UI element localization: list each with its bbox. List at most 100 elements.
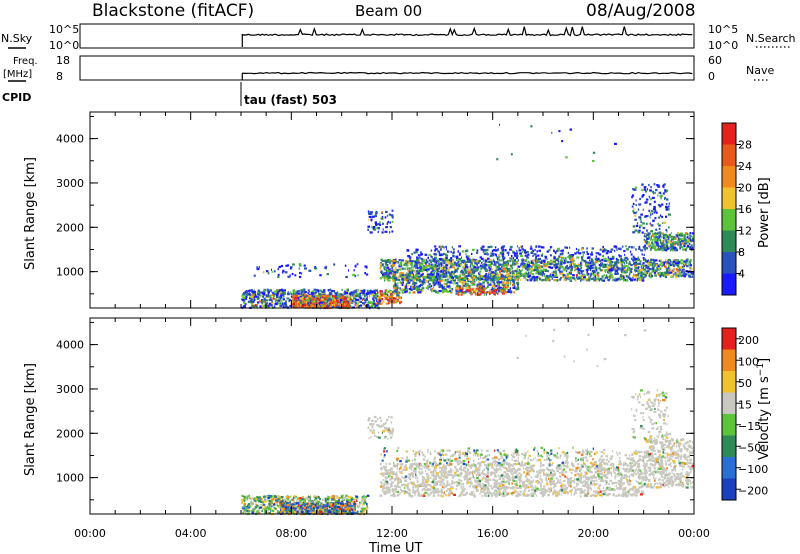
scatter-cell xyxy=(573,263,576,266)
scatter-cell xyxy=(441,279,443,282)
scatter-cell xyxy=(251,304,254,307)
scatter-cell xyxy=(381,292,383,295)
scatter-cell xyxy=(502,248,505,251)
scatter-cell xyxy=(388,299,391,302)
scatter-cell xyxy=(372,300,375,303)
scatter-cell xyxy=(680,240,682,243)
scatter-cell xyxy=(387,299,390,302)
scatter-cell xyxy=(412,282,415,285)
scatter-cell xyxy=(443,283,445,286)
scatter-cell xyxy=(648,262,651,265)
scatter-cell xyxy=(373,304,375,307)
scatter-cell xyxy=(639,260,642,263)
scatter-cell xyxy=(538,270,542,273)
scatter-cell xyxy=(651,244,655,247)
scatter-cell xyxy=(417,272,421,275)
scatter-cell xyxy=(433,278,436,281)
scatter-cell xyxy=(379,290,382,293)
scatter-cell xyxy=(346,295,349,298)
scatter-cell xyxy=(497,284,500,287)
scatter-cell xyxy=(273,293,276,296)
scatter-cell xyxy=(656,236,658,239)
scatter-cell xyxy=(383,266,386,269)
scatter-cell xyxy=(478,259,481,262)
scatter-cell xyxy=(481,285,484,288)
scatter-cell xyxy=(484,287,488,290)
scatter-cell xyxy=(614,267,616,270)
scatter-cell xyxy=(509,257,513,260)
scatter-cell xyxy=(491,260,493,263)
scatter-cell xyxy=(283,302,286,305)
scatter-cell xyxy=(483,283,485,286)
scatter-cell xyxy=(527,253,530,256)
scatter-cell xyxy=(476,261,479,264)
scatter-cell xyxy=(460,271,463,274)
scatter-cell xyxy=(686,258,689,261)
scatter-cell xyxy=(422,264,424,267)
scatter-cell xyxy=(503,279,506,282)
scatter-cell xyxy=(561,260,564,263)
scatter-cell xyxy=(271,300,273,303)
scatter-cell xyxy=(653,183,656,186)
scatter-cell xyxy=(421,280,424,283)
scatter-cell xyxy=(681,265,684,268)
scatter-cell xyxy=(506,279,508,282)
scatter-cell xyxy=(562,259,564,263)
scatter-cell xyxy=(647,241,650,244)
scatter-cell xyxy=(496,249,499,252)
scatter-cell xyxy=(683,237,686,240)
scatter-cell xyxy=(370,211,374,214)
scatter-cell xyxy=(494,280,496,283)
scatter-cell xyxy=(586,264,589,267)
scatter-cell xyxy=(337,292,341,295)
scatter-cell xyxy=(545,276,547,279)
scatter-cell xyxy=(577,248,580,252)
scatter-cell xyxy=(353,290,356,293)
scatter-cell xyxy=(389,259,391,262)
scatter-cell xyxy=(305,303,309,306)
scatter-cell xyxy=(661,236,663,239)
scatter-cell xyxy=(510,290,512,293)
scatter-cell xyxy=(497,281,500,284)
scatter-cell xyxy=(346,289,349,292)
scatter-cell xyxy=(458,287,460,290)
scatter-cell xyxy=(520,246,523,249)
scatter-cell xyxy=(552,275,554,279)
scatter-cell xyxy=(462,266,464,269)
scatter-cell xyxy=(316,296,319,300)
scatter-cell xyxy=(316,495,319,498)
scatter-cell xyxy=(437,250,439,253)
scatter-cell xyxy=(539,277,541,281)
scatter-cell xyxy=(336,303,338,306)
scatter-cell xyxy=(635,263,639,266)
scatter-cell xyxy=(652,212,654,215)
scatter-cell xyxy=(431,271,434,274)
scatter-cell xyxy=(314,291,318,294)
scatter-cell xyxy=(251,510,255,513)
scatter-cell xyxy=(569,246,571,249)
scatter-cell xyxy=(627,267,630,270)
scatter-cell xyxy=(440,264,443,268)
scatter-cell xyxy=(403,262,405,265)
scatter-cell xyxy=(321,294,325,297)
scatter-cell xyxy=(470,272,474,275)
scatter-cell xyxy=(615,262,617,265)
scatter-cell xyxy=(418,280,422,283)
scatter-cell xyxy=(411,269,414,272)
scatter-cell xyxy=(476,290,479,293)
scatter-cell xyxy=(688,260,692,263)
scatter-cell xyxy=(559,253,563,256)
scatter-cell xyxy=(393,285,396,288)
scatter-cell xyxy=(403,267,406,270)
scatter-cell xyxy=(477,277,479,280)
scatter-cell xyxy=(458,258,462,261)
scatter-cell xyxy=(470,282,473,285)
scatter-cell xyxy=(301,496,304,499)
scatter-cell xyxy=(553,256,556,259)
scatter-cell xyxy=(491,262,493,265)
scatter-cell xyxy=(404,262,408,265)
scatter-cell xyxy=(273,294,276,297)
scatter-cell xyxy=(436,278,439,281)
scatter-cell xyxy=(271,290,273,293)
scatter-cell xyxy=(517,271,520,274)
